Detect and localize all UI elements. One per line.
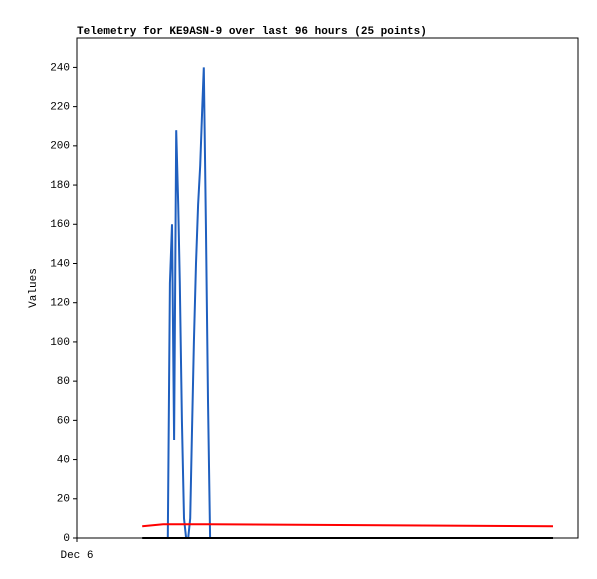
y-tick-label: 80 (57, 376, 70, 388)
y-tick-label: 220 (50, 102, 70, 114)
y-tick-label: 20 (57, 494, 70, 506)
y-tick-label: 200 (50, 141, 70, 153)
y-tick-label: 60 (57, 415, 70, 427)
y-axis-label: Values (28, 268, 40, 308)
y-tick-label: 0 (63, 533, 70, 545)
y-tick-label: 40 (57, 454, 70, 466)
y-tick-label: 120 (50, 298, 70, 310)
plot-frame (76, 37, 579, 539)
x-tick-label: Dec 6 (60, 550, 93, 562)
series-line (142, 523, 554, 528)
y-tick-label: 240 (50, 62, 70, 74)
y-tick-label: 100 (50, 337, 70, 349)
y-tick-label: 160 (50, 219, 70, 231)
chart-title: Telemetry for KE9ASN-9 over last 96 hour… (77, 26, 427, 38)
y-tick-label: 140 (50, 258, 70, 270)
y-tick-label: 180 (50, 180, 70, 192)
series-line (166, 67, 212, 539)
